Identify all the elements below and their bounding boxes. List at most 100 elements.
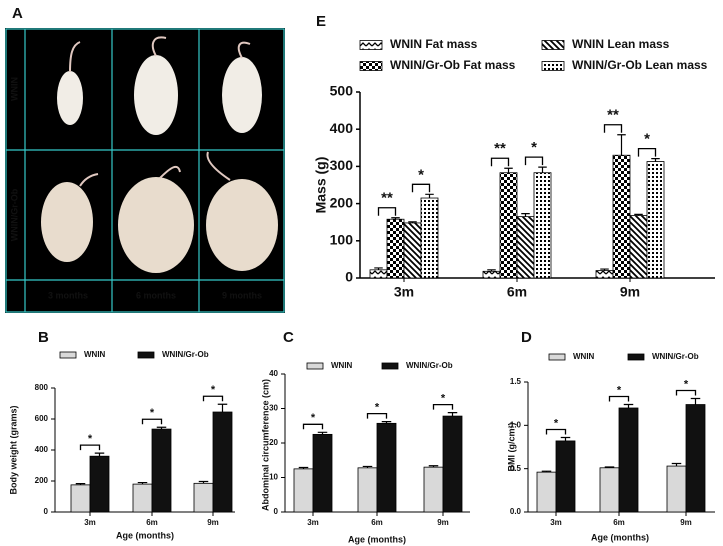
x-tick-label: 3m [394, 284, 414, 300]
error-bar [137, 481, 148, 485]
legend-label: WNIN [331, 361, 353, 370]
error-bar [298, 466, 309, 469]
error-bar [690, 397, 701, 405]
error-bar [75, 483, 86, 485]
column-label: 6 months [136, 290, 176, 300]
legend-swatch [137, 351, 155, 359]
legend-label: WNIN/Gr-Ob Lean mass [572, 58, 708, 72]
panel-label: A [12, 5, 23, 22]
bar [89, 455, 110, 513]
error-bar [317, 431, 328, 435]
significance-label: ** [494, 140, 506, 157]
legend-label: WNIN/Gr-Ob [162, 350, 209, 359]
bar [618, 407, 639, 513]
x-tick-label: 6m [613, 518, 625, 527]
x-tick-label: 6m [371, 518, 383, 527]
y-tick-label: 600 [35, 414, 49, 423]
y-tick-label: 300 [330, 157, 354, 173]
y-tick-label: 200 [35, 476, 49, 485]
error-bar [617, 134, 626, 156]
y-axis-label: Abdominal circumference (cm) [260, 379, 270, 511]
panel-label: B [38, 329, 49, 346]
significance-label: ** [607, 107, 619, 124]
error-bar [604, 466, 615, 468]
bar [70, 484, 91, 513]
bar [599, 467, 620, 513]
panel-label: C [283, 329, 294, 346]
bar [369, 269, 388, 279]
x-tick-label: 3m [84, 518, 96, 527]
bar [420, 197, 439, 279]
bar [595, 270, 614, 279]
row-label: WNIN/Gr-Ob [9, 188, 19, 241]
significance-label: * [554, 417, 559, 429]
error-bar [198, 480, 209, 484]
significance-bracket [411, 183, 431, 193]
significance-bracket [141, 418, 163, 425]
error-bar [391, 217, 400, 220]
significance-label: * [150, 407, 155, 419]
error-bar [408, 221, 417, 223]
x-tick-label: 3m [307, 518, 319, 527]
bar [533, 172, 552, 279]
significance-bracket [675, 389, 697, 396]
x-tick-label: 9m [620, 284, 640, 300]
legend-swatch [359, 61, 383, 71]
bar [536, 471, 557, 513]
bar [516, 216, 535, 279]
significance-bracket [366, 412, 388, 419]
significance-bracket [490, 157, 510, 167]
y-tick-label: 100 [330, 232, 354, 248]
significance-label: * [644, 131, 650, 148]
legend-label: WNIN [573, 352, 595, 361]
bar [612, 154, 631, 279]
error-bar [541, 470, 552, 473]
significance-bracket [302, 423, 324, 430]
legend-swatch [541, 40, 565, 50]
column-label: 3 months [48, 290, 88, 300]
significance-label: * [418, 166, 424, 183]
significance-label: * [375, 402, 380, 414]
y-tick-label: 500 [330, 83, 354, 99]
x-tick-label: 9m [437, 518, 449, 527]
bar [312, 433, 333, 513]
y-tick-label: 0 [345, 269, 353, 285]
x-tick-label: 6m [507, 284, 527, 300]
y-tick-label: 0 [274, 507, 279, 516]
bar [423, 466, 444, 513]
legend-label: WNIN/Gr-Ob [652, 352, 699, 361]
y-tick-label: 1.0 [510, 420, 522, 429]
error-bar [425, 193, 434, 199]
error-bar [156, 426, 167, 430]
significance-bracket [202, 395, 224, 402]
significance-label: * [684, 378, 689, 390]
significance-bracket [608, 395, 630, 402]
y-tick-label: 10 [269, 473, 278, 482]
significance-label: * [441, 393, 446, 405]
panel-label: E [316, 13, 326, 30]
error-bar [634, 213, 643, 216]
significance-bracket [377, 207, 397, 216]
error-bar [428, 465, 439, 468]
error-bar [538, 166, 547, 173]
bar [555, 440, 576, 513]
error-bar [521, 213, 530, 217]
significance-bracket [79, 444, 101, 451]
error-bar [94, 452, 105, 457]
legend-swatch [548, 353, 566, 361]
y-tick-label: 1.5 [510, 377, 522, 386]
error-bar [374, 267, 383, 270]
bar [386, 218, 405, 279]
y-tick-label: 0.0 [510, 507, 522, 516]
rat-tails [69, 36, 251, 187]
bar [629, 215, 648, 279]
legend-label: WNIN/Gr-Ob [406, 361, 453, 370]
x-tick-label: 3m [550, 518, 562, 527]
bar [357, 467, 378, 513]
error-bar [671, 462, 682, 467]
bar [442, 415, 463, 513]
y-tick-label: 0 [44, 507, 49, 516]
legend-swatch [381, 362, 399, 370]
y-tick-label: 30 [269, 404, 278, 413]
